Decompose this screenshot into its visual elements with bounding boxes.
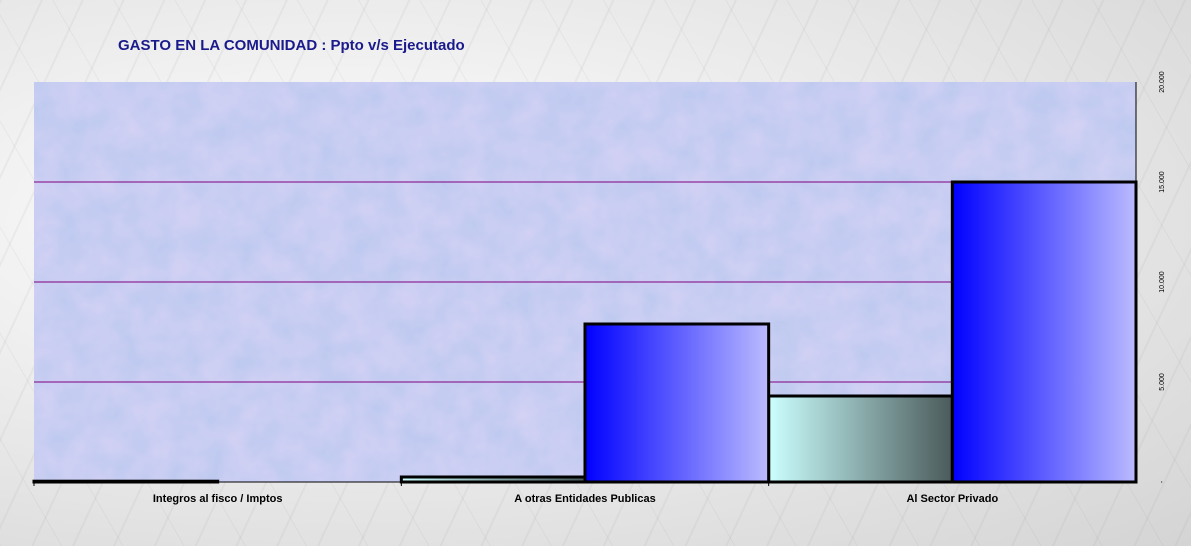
y-tick-labels: - 5.000 10.000 15.000 20.000 xyxy=(1159,71,1166,483)
category-label: A otras Entidades Publicas xyxy=(514,493,655,505)
bar-series-2-cat-2 xyxy=(583,322,771,484)
y-tick-label: 15.000 xyxy=(1159,171,1166,193)
category-label: Integros al fisco / Imptos xyxy=(153,493,283,505)
axes xyxy=(33,82,1137,486)
bars xyxy=(32,180,1138,484)
chart-title: GASTO EN LA COMUNIDAD : Ppto v/s Ejecuta… xyxy=(118,37,465,54)
y-tick-label: 5.000 xyxy=(1159,373,1166,391)
bar-series-1-cat-3 xyxy=(767,394,954,484)
y-tick-label: 20.000 xyxy=(1159,71,1166,93)
category-label: Al Sector Privado xyxy=(906,493,998,505)
y-tick-label: - xyxy=(1159,480,1166,483)
y-tick-label: 10.000 xyxy=(1159,271,1166,293)
category-labels: Integros al fisco / Imptos A otras Entida… xyxy=(153,493,999,505)
bar-series-1-cat-2 xyxy=(399,475,587,484)
bar-series-2-cat-3 xyxy=(950,180,1138,484)
